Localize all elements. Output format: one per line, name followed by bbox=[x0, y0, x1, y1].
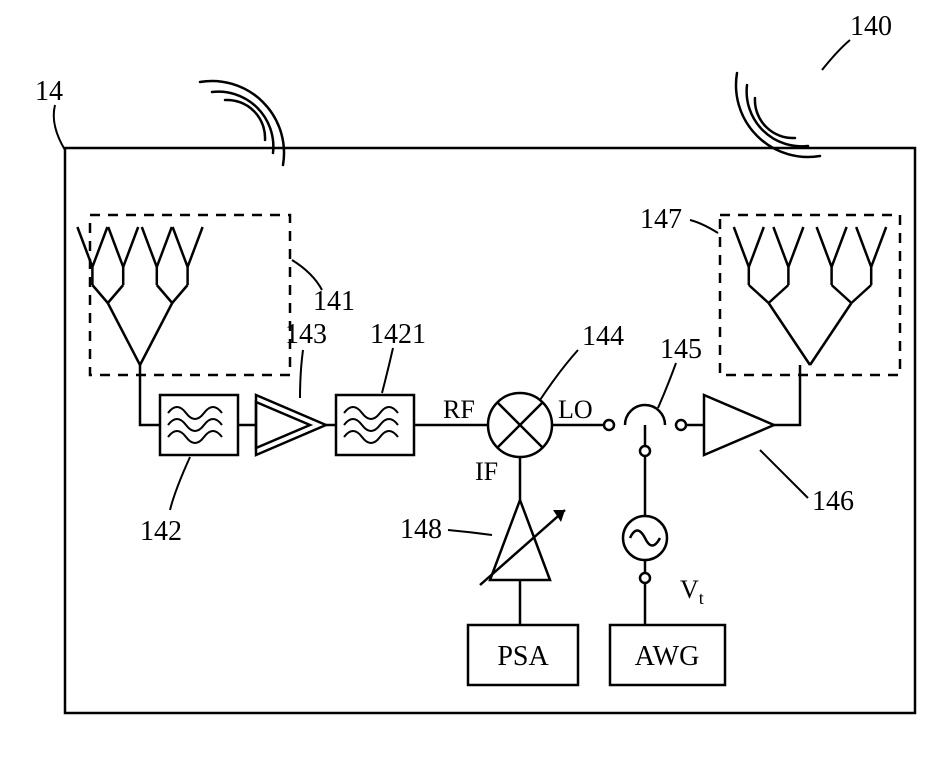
bpf-142-icon bbox=[160, 395, 238, 455]
label-1421: 1421 bbox=[370, 319, 426, 350]
pa-146-icon bbox=[704, 395, 774, 455]
tx-antenna-elements bbox=[734, 227, 886, 365]
label-146: 146 bbox=[812, 486, 854, 517]
label-psa: PSA bbox=[497, 641, 549, 672]
port-lo: LO bbox=[558, 395, 593, 424]
bpf-1421-icon bbox=[336, 395, 414, 455]
label-140: 140 bbox=[850, 11, 892, 42]
port-if: IF bbox=[475, 457, 498, 486]
label-142: 142 bbox=[140, 516, 182, 547]
tx-antenna-array bbox=[720, 215, 900, 375]
label-147: 147 bbox=[640, 204, 682, 235]
port-rf: RF bbox=[443, 395, 475, 424]
rf-waves-right-icon bbox=[736, 73, 820, 157]
label-143: 143 bbox=[285, 319, 327, 350]
rx-antenna-array bbox=[90, 215, 290, 375]
label-144: 144 bbox=[582, 321, 624, 352]
coupler-icon bbox=[604, 405, 686, 456]
label-vt: Vt bbox=[680, 575, 704, 608]
label-141: 141 bbox=[313, 286, 355, 317]
label-14: 14 bbox=[35, 76, 63, 107]
mixer-icon bbox=[488, 393, 552, 457]
lna-143-icon bbox=[256, 395, 326, 455]
label-145: 145 bbox=[660, 334, 702, 365]
label-148: 148 bbox=[400, 514, 442, 545]
vga-148-icon bbox=[480, 500, 565, 585]
leader-lines bbox=[54, 40, 850, 535]
label-awg: AWG bbox=[635, 641, 700, 672]
rf-waves-left-icon bbox=[200, 81, 284, 165]
rx-antenna-elements bbox=[77, 227, 202, 365]
